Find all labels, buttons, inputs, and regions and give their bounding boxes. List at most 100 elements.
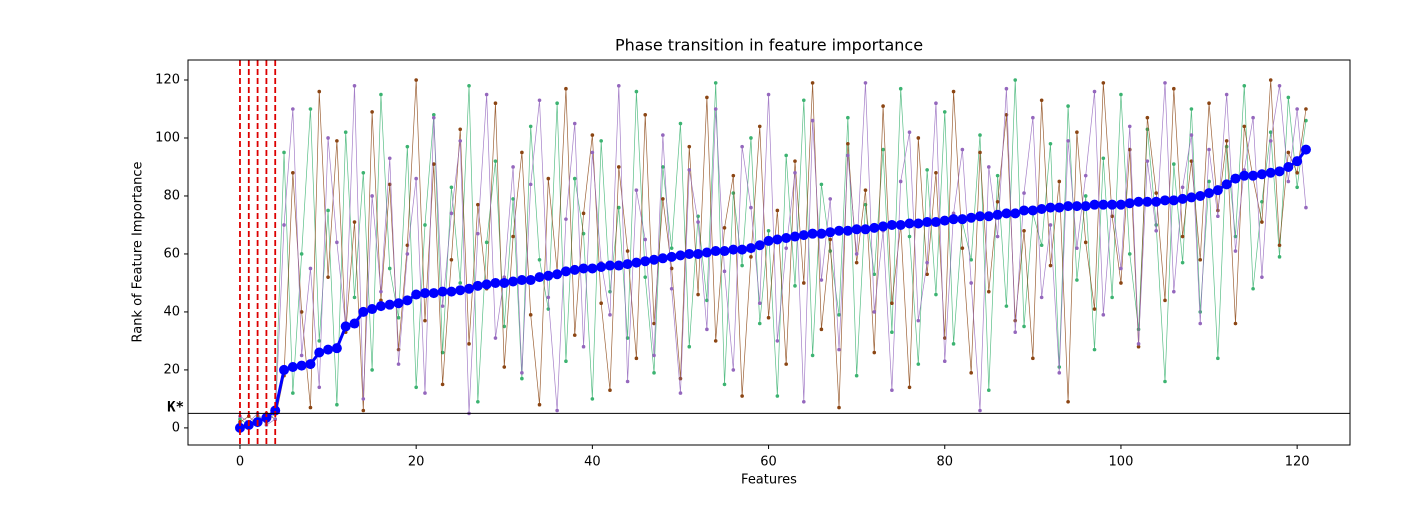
- y-tick-label: 100: [155, 130, 180, 145]
- data-point: [291, 170, 295, 175]
- data-point: [502, 324, 507, 329]
- data-point: [1115, 199, 1126, 210]
- data-point: [890, 301, 894, 306]
- data-point: [1039, 295, 1044, 300]
- data-point: [352, 84, 357, 88]
- data-point: [604, 260, 615, 271]
- data-point: [499, 277, 510, 288]
- y-tick-label: 40: [163, 304, 180, 319]
- data-point: [581, 211, 586, 216]
- data-point: [757, 301, 762, 306]
- data-point: [572, 121, 577, 126]
- data-point: [379, 92, 383, 97]
- k-star-label: K*: [167, 399, 184, 415]
- data-point: [1277, 243, 1282, 248]
- data-point: [411, 289, 422, 300]
- data-point: [634, 188, 639, 192]
- data-point: [1145, 159, 1150, 163]
- data-point: [331, 343, 342, 354]
- data-point: [810, 118, 815, 123]
- data-point: [555, 408, 559, 413]
- data-point: [705, 327, 709, 332]
- data-point: [678, 121, 683, 126]
- data-point: [613, 260, 624, 271]
- data-point: [696, 220, 700, 224]
- x-tick-label: 60: [760, 455, 777, 470]
- data-point: [493, 336, 498, 340]
- data-point: [1154, 228, 1158, 233]
- data-point: [740, 144, 744, 149]
- data-point: [687, 344, 692, 349]
- data-point: [1013, 330, 1018, 335]
- data-point: [851, 224, 862, 235]
- data-point: [1283, 161, 1294, 172]
- data-point: [1075, 130, 1079, 134]
- x-tick-label: 0: [236, 455, 244, 470]
- data-point: [1251, 115, 1255, 120]
- data-point: [616, 165, 621, 169]
- data-point: [1186, 192, 1197, 203]
- data-point: [987, 388, 991, 393]
- data-point: [731, 191, 736, 195]
- data-point: [458, 281, 463, 285]
- data-point: [1207, 179, 1211, 184]
- data-point: [719, 246, 730, 257]
- data-point: [1054, 202, 1065, 213]
- data-point: [1224, 92, 1229, 97]
- data-point: [807, 228, 818, 239]
- data-point: [631, 257, 642, 268]
- data-point: [930, 217, 941, 228]
- data-point: [710, 246, 721, 257]
- data-point: [537, 98, 542, 103]
- data-point: [978, 133, 982, 137]
- data-point: [766, 92, 771, 97]
- data-point: [816, 228, 827, 239]
- data-point: [1119, 266, 1123, 271]
- data-point: [666, 251, 677, 262]
- data-point: [942, 359, 947, 364]
- data-point: [261, 412, 272, 423]
- data-point: [414, 176, 418, 181]
- data-point: [1101, 156, 1106, 161]
- data-point: [387, 156, 392, 161]
- data-point: [520, 150, 524, 155]
- data-point: [555, 101, 559, 105]
- data-point: [1083, 240, 1088, 245]
- data-point: [678, 391, 683, 395]
- data-point: [1195, 190, 1206, 201]
- data-point: [317, 89, 322, 94]
- y-tick-label: 0: [172, 420, 180, 435]
- data-point: [1013, 78, 1018, 82]
- data-point: [878, 221, 889, 232]
- data-point: [969, 281, 973, 285]
- data-point: [995, 173, 1000, 178]
- data-point: [1198, 321, 1203, 326]
- data-point: [907, 385, 912, 390]
- data-point: [722, 382, 727, 387]
- data-point: [789, 231, 800, 242]
- data-point: [1063, 201, 1074, 212]
- data-point: [1151, 196, 1162, 207]
- data-point: [916, 318, 921, 323]
- data-point: [951, 89, 956, 94]
- series-line: [239, 79, 1307, 426]
- data-point: [352, 220, 357, 224]
- data-point: [1159, 195, 1170, 206]
- data-point: [1066, 400, 1070, 404]
- data-point: [343, 130, 348, 134]
- data-point: [516, 275, 527, 286]
- data-point: [299, 310, 304, 314]
- data-point: [581, 231, 586, 236]
- data-point: [995, 199, 1000, 204]
- data-point: [590, 397, 595, 401]
- data-point: [587, 263, 598, 274]
- data-point: [634, 89, 639, 94]
- data-point: [625, 379, 630, 384]
- data-point: [464, 283, 475, 294]
- data-point: [925, 260, 929, 265]
- data-point: [608, 313, 612, 317]
- data-point: [1048, 263, 1053, 268]
- data-point: [757, 321, 762, 326]
- data-point: [1221, 179, 1232, 190]
- data-point: [798, 230, 809, 241]
